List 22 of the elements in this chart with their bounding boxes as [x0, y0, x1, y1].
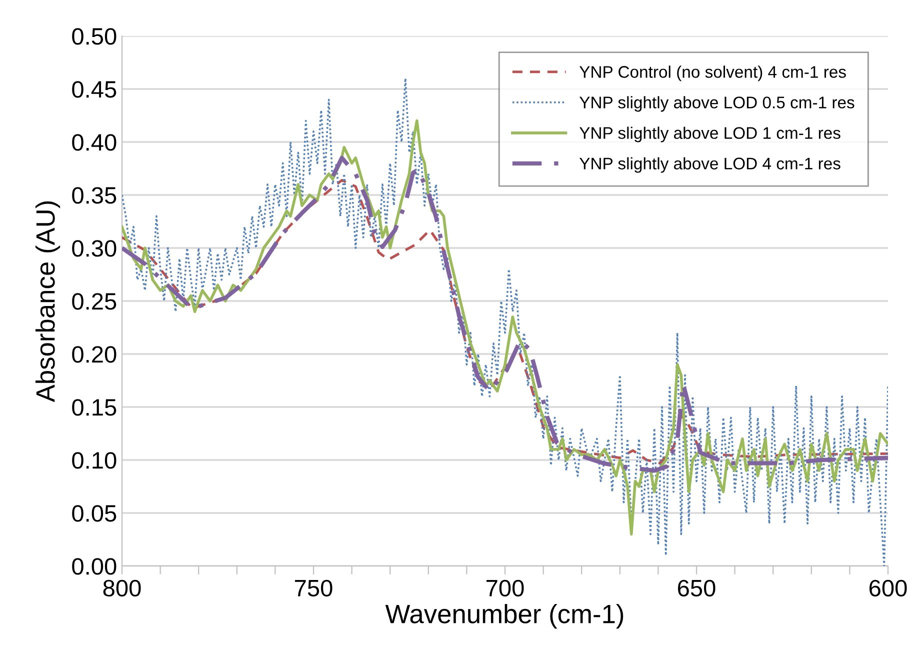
y-tick-label: 0.05: [72, 505, 116, 522]
x-tick-label: 800: [103, 580, 141, 597]
y-tick-label: 0.45: [72, 81, 116, 98]
y-tick-label: 0.35: [72, 187, 116, 204]
legend-label: YNP slightly above LOD 0.5 cm-1 res: [579, 96, 854, 112]
y-tick-label: 0.00: [72, 558, 116, 575]
legend-label: YNP slightly above LOD 1 cm-1 res: [579, 126, 840, 142]
y-tick-label: 0.10: [72, 452, 116, 469]
y-tick-label: 0.50: [72, 28, 116, 45]
legend-label: YNP slightly above LOD 4 cm-1 res: [579, 157, 840, 173]
y-tick-label: 0.20: [72, 346, 116, 363]
y-tick-label: 0.30: [72, 240, 116, 257]
y-tick-label: 0.25: [72, 293, 116, 310]
x-tick-label: 750: [295, 580, 332, 597]
x-tick-label: 650: [678, 580, 716, 597]
x-tick-label: 600: [870, 580, 907, 597]
y-tick-label: 0.15: [72, 399, 116, 416]
legend-label: YNP Control (no solvent) 4 cm-1 res: [579, 66, 846, 82]
y-axis-title: Absorbance (AU): [35, 201, 60, 402]
x-tick-label: 700: [486, 580, 524, 597]
x-axis-title: Wavenumber (cm-1): [385, 604, 624, 629]
y-tick-label: 0.40: [72, 134, 116, 151]
